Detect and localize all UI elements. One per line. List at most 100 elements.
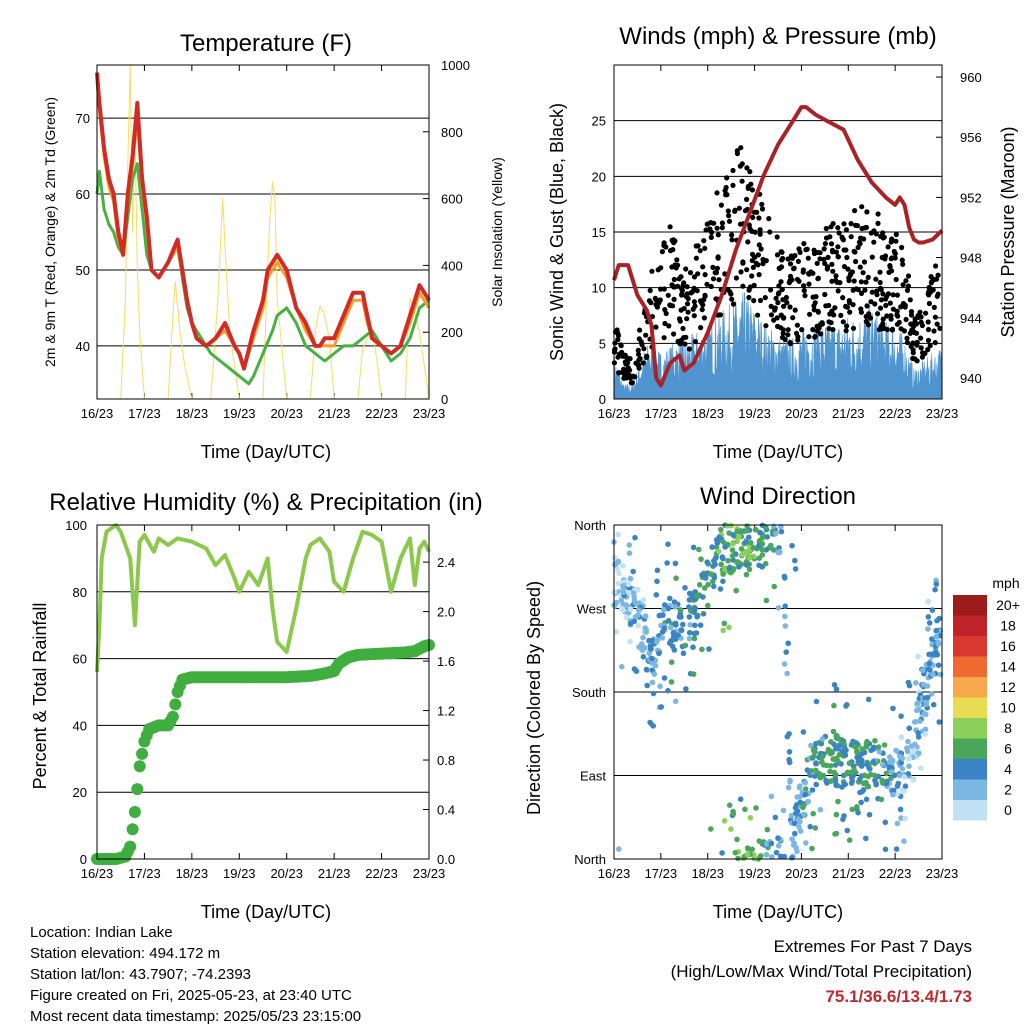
y-tick-label: 40	[73, 718, 87, 733]
direction-point	[915, 700, 921, 706]
direction-point	[905, 771, 912, 777]
gust-point	[815, 249, 821, 256]
direction-point	[722, 543, 728, 550]
series-station-pressure	[612, 105, 944, 388]
direction-point	[630, 568, 636, 575]
legend-swatch	[953, 779, 987, 800]
direction-point	[614, 566, 621, 573]
direction-point	[742, 806, 748, 813]
direction-point	[651, 671, 658, 677]
gust-point	[817, 256, 823, 262]
direction-point	[891, 772, 898, 779]
gust-point	[768, 287, 774, 293]
direction-point	[841, 741, 847, 748]
direction-point	[888, 769, 894, 775]
gust-point	[615, 332, 622, 339]
gust-point	[918, 314, 924, 320]
direction-point	[882, 819, 889, 826]
direction-point	[808, 742, 814, 749]
gust-point	[827, 234, 833, 240]
direction-point	[846, 760, 853, 766]
direction-point	[936, 719, 942, 725]
direction-point	[699, 646, 705, 653]
gust-point	[740, 259, 746, 265]
y2-tick-label: 0.0	[437, 852, 455, 867]
gust-point	[683, 266, 689, 272]
y-tick-label: 40	[76, 339, 90, 354]
extremes-block: Extremes For Past 7 Days (High/Low/Max W…	[671, 934, 972, 1009]
direction-point	[915, 730, 921, 736]
gust-point	[840, 295, 846, 301]
direction-point	[758, 853, 764, 859]
gust-point	[783, 294, 790, 301]
series-solar-insolation	[120, 64, 430, 400]
direction-point	[724, 523, 731, 529]
direction-point	[792, 830, 798, 837]
gust-point	[674, 257, 680, 263]
direction-point	[672, 604, 678, 610]
direction-point	[643, 666, 650, 673]
direction-point	[702, 585, 708, 591]
gust-point	[853, 222, 859, 228]
gust-point	[831, 312, 837, 318]
gust-point	[853, 258, 859, 265]
direction-point	[756, 555, 763, 561]
direction-point	[924, 683, 931, 689]
gust-point	[932, 314, 939, 320]
gust-point	[692, 303, 698, 309]
direction-point	[672, 636, 679, 642]
direction-point	[781, 573, 788, 580]
y2-tick-label: 0	[441, 392, 448, 407]
direction-point	[756, 838, 763, 844]
gust-point	[671, 296, 677, 302]
direction-point	[694, 593, 700, 599]
gust-point	[918, 335, 924, 341]
gust-point	[877, 269, 883, 275]
gust-point	[774, 252, 781, 258]
humidity-title: Relative Humidity (%) & Precipitation (i…	[49, 489, 482, 516]
direction-point	[625, 581, 632, 588]
direction-point	[618, 605, 625, 612]
direction-point	[871, 772, 878, 779]
gust-point	[857, 264, 863, 270]
direction-point	[872, 777, 878, 784]
direction-point	[720, 571, 726, 577]
direction-point	[902, 783, 909, 789]
gust-point	[790, 315, 796, 321]
legend-swatch	[953, 697, 987, 718]
direction-point	[643, 629, 649, 635]
gust-point	[635, 347, 641, 353]
direction-point	[922, 726, 929, 733]
direction-point	[901, 788, 907, 794]
direction-point	[854, 804, 860, 810]
direction-point	[690, 671, 697, 677]
direction-point	[832, 831, 838, 837]
direction-point	[861, 772, 868, 779]
gust-point	[893, 231, 899, 238]
x-tick-label: 20/23	[270, 406, 303, 421]
gust-point	[925, 319, 931, 325]
gust-point	[724, 192, 730, 198]
legend-label: 10	[1000, 700, 1016, 716]
direction-point	[794, 794, 800, 800]
direction-point	[860, 780, 867, 787]
temperature-frame	[96, 64, 430, 400]
direction-point	[626, 542, 633, 548]
direction-point	[657, 683, 663, 690]
direction-point	[673, 575, 679, 581]
gust-point	[861, 259, 868, 265]
gust-point	[757, 227, 763, 233]
gust-point	[715, 232, 721, 238]
gust-point	[881, 234, 887, 240]
gust-point	[751, 298, 757, 304]
direction-point	[691, 635, 698, 642]
direction-point	[817, 806, 824, 813]
gust-point	[736, 205, 743, 211]
direction-point	[743, 528, 750, 534]
direction-point	[819, 736, 826, 742]
legend-swatch	[953, 759, 987, 780]
direction-point	[746, 566, 753, 573]
gust-point	[935, 291, 941, 297]
direction-point	[785, 640, 791, 647]
gust-point	[907, 297, 913, 303]
